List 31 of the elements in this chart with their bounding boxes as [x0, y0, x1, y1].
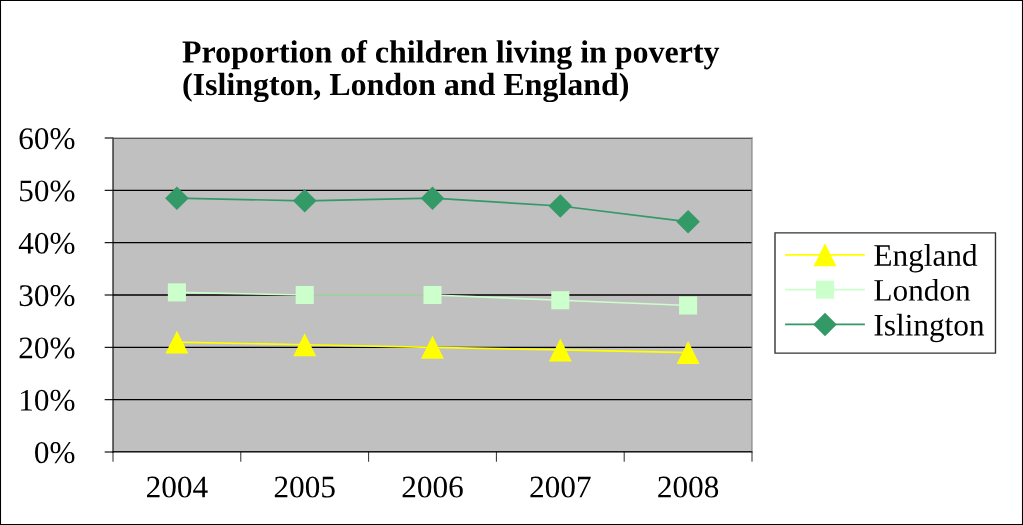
legend-label: London [874, 278, 971, 301]
point [167, 283, 186, 302]
point [293, 333, 317, 357]
x-tick-label: 2006 [402, 476, 463, 498]
point [165, 186, 189, 210]
point [292, 189, 317, 213]
legend-label: Islington [874, 313, 985, 343]
point [420, 186, 445, 210]
point [679, 296, 698, 315]
y-tick-label: 50% [20, 180, 75, 202]
x-tick-label: 2005 [274, 476, 335, 498]
point [548, 194, 573, 218]
point [676, 209, 700, 234]
chart-title: Proportion of children living in poverty (Islington, London and England) [182, 40, 720, 103]
legend-label: England [874, 244, 978, 273]
point [423, 285, 442, 305]
x-tick-label: 2007 [530, 476, 591, 498]
y-tick-label: 20% [19, 337, 75, 359]
point [676, 341, 700, 365]
point [551, 291, 570, 310]
point [548, 338, 572, 362]
point [165, 330, 189, 354]
y-tick-label: 0% [35, 442, 75, 464]
y-tick-label: 30% [19, 285, 75, 307]
point [295, 285, 314, 305]
x-tick-label: 2004 [147, 476, 208, 498]
y-tick-label: 10% [20, 389, 75, 411]
y-tick-label: 60% [19, 128, 75, 150]
point [421, 335, 444, 359]
x-tick-label: 2008 [658, 476, 719, 498]
y-tick-label: 40% [18, 232, 75, 254]
